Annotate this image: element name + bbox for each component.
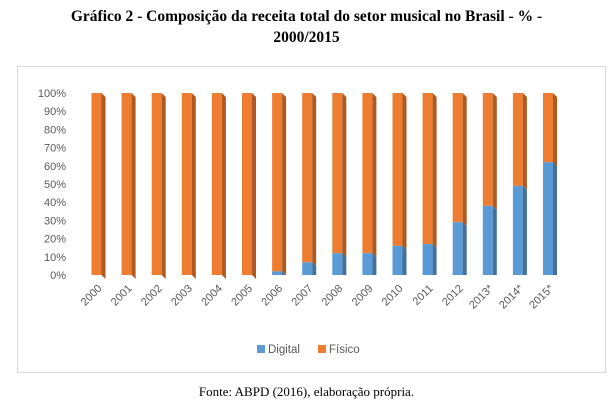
- bar-fisico-side: [312, 93, 317, 267]
- x-tick-label: 2003: [169, 283, 195, 309]
- x-tick-label: 2014*: [497, 282, 526, 311]
- bar-digital: [543, 162, 553, 275]
- bar-digital-side: [492, 205, 497, 275]
- bar-digital-side: [553, 162, 557, 275]
- bar-digital: [272, 271, 283, 275]
- bar-fisico-side: [522, 93, 527, 190]
- legend-label-fisico: Físico: [329, 344, 360, 356]
- bar-digital: [362, 253, 373, 275]
- bar-digital: [332, 253, 343, 275]
- bar-fisico-side: [553, 93, 557, 167]
- bar-fisico: [91, 93, 102, 275]
- chart-title-line-1: Gráfico 2 - Composição da receita total …: [70, 8, 543, 25]
- bar-fisico: [362, 93, 373, 254]
- bar-fisico: [151, 93, 162, 275]
- x-tick-label: 2004: [199, 283, 225, 309]
- bar-digital-side: [432, 244, 437, 275]
- chart-title-line-2: 2000/2015: [273, 29, 340, 46]
- x-tick-label: 2002: [139, 283, 165, 309]
- bar-fisico: [482, 93, 493, 206]
- chart-title: Gráfico 2 - Composição da receita total …: [0, 6, 613, 48]
- bar-fisico: [422, 93, 433, 245]
- x-tick-label: 2008: [320, 283, 346, 309]
- bar-digital-side: [462, 222, 467, 275]
- bar-fisico: [272, 93, 283, 272]
- x-tick-label: 2010: [380, 283, 406, 309]
- bar-fisico-side: [191, 93, 196, 279]
- bar-digital: [482, 205, 493, 275]
- y-tick-label: 10%: [44, 252, 66, 264]
- bar-fisico: [392, 93, 403, 246]
- bar-digital-side: [372, 253, 377, 275]
- y-tick-label: 40%: [44, 197, 66, 209]
- bar-fisico: [211, 93, 222, 275]
- bar-fisico: [242, 93, 252, 275]
- x-tick-label: 2013*: [467, 282, 496, 311]
- x-tick-label: 2000: [79, 283, 105, 309]
- bar-fisico: [302, 93, 313, 263]
- y-tick-label: 60%: [44, 161, 66, 173]
- bar-digital-side: [522, 185, 527, 275]
- bar-digital-side: [342, 253, 347, 275]
- bar-digital: [422, 244, 433, 275]
- bar-fisico-side: [161, 93, 166, 279]
- bar-fisico: [332, 93, 343, 254]
- bar-digital: [302, 262, 313, 275]
- bar-fisico-side: [101, 93, 106, 279]
- bar-fisico-side: [252, 93, 256, 279]
- x-tick-label: 2012: [440, 283, 466, 309]
- bar-fisico-side: [131, 93, 136, 279]
- bar-fisico-side: [282, 93, 287, 276]
- bar-fisico-side: [221, 93, 226, 279]
- legend-swatch-digital: [257, 345, 265, 353]
- bar-digital-side: [312, 262, 317, 275]
- x-tick-label: 2005: [229, 283, 255, 309]
- bar-digital: [452, 222, 463, 275]
- y-tick-label: 80%: [44, 124, 66, 136]
- x-tick-label: 2009: [350, 283, 376, 309]
- y-tick-label: 30%: [44, 215, 66, 227]
- bar-fisico-side: [402, 93, 407, 250]
- bar-fisico: [121, 93, 132, 275]
- bar-fisico-side: [342, 93, 347, 258]
- x-tick-label: 2006: [259, 283, 285, 309]
- bar-digital: [512, 185, 523, 275]
- bar-fisico-side: [432, 93, 437, 249]
- bar-digital-side: [402, 245, 407, 275]
- bar-digital-side: [282, 271, 287, 276]
- bar-fisico-side: [372, 93, 377, 258]
- x-tick-label: 2015*: [527, 282, 556, 311]
- legend-swatch-fisico: [318, 345, 326, 353]
- y-tick-label: 20%: [44, 234, 66, 246]
- legend-label-digital: Digital: [268, 344, 300, 356]
- y-tick-label: 70%: [44, 143, 66, 155]
- bar-fisico: [512, 93, 523, 186]
- bar-fisico: [181, 93, 192, 275]
- bar-fisico-side: [462, 93, 467, 227]
- x-tick-label: 2011: [411, 283, 436, 308]
- bar-digital: [392, 245, 403, 275]
- x-tick-label: 2007: [290, 283, 316, 309]
- bar-fisico: [452, 93, 463, 223]
- y-tick-label: 90%: [44, 106, 66, 118]
- source-note: Fonte: ABPD (2016), elaboração própria.: [198, 384, 415, 399]
- y-tick-label: 0%: [50, 270, 66, 282]
- bar-fisico: [543, 93, 553, 163]
- x-tick-label: 2001: [109, 283, 135, 309]
- y-tick-label: 50%: [44, 179, 66, 191]
- y-tick-label: 100%: [38, 88, 66, 100]
- bar-fisico-side: [492, 93, 497, 210]
